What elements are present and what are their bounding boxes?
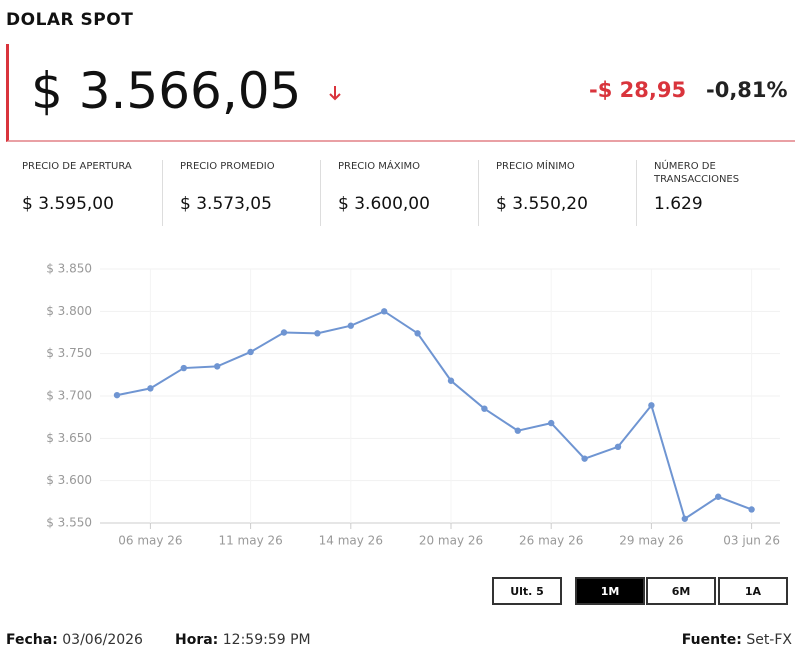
point bbox=[414, 330, 421, 337]
price-box: $ 3.566,05 -$ 28,95 -0,81% bbox=[6, 44, 795, 142]
stat: Precio máximo $ 3.600,00 bbox=[338, 160, 479, 226]
stat: Número de transacciones 1.629 bbox=[654, 160, 794, 226]
stat-value: $ 3.600,00 bbox=[338, 194, 430, 214]
change: -$ 28,95 bbox=[589, 78, 687, 102]
value: 12:59:59 PM bbox=[222, 632, 311, 648]
point bbox=[481, 405, 488, 412]
x-tick-label: 06 may 26 bbox=[118, 534, 182, 548]
y-tick-label: $ 3.600 bbox=[46, 473, 92, 487]
chart: $ 3.550 $ 3.600 $ 3.650 $ 3.700 $ 3.750 $ 3.8… bbox=[46, 262, 780, 548]
point bbox=[681, 515, 688, 522]
y-tick-label: $ 3.550 bbox=[46, 516, 92, 530]
point bbox=[147, 385, 154, 392]
range-button[interactable]: 1M bbox=[575, 577, 645, 605]
stat: Precio mínimo $ 3.550,20 bbox=[496, 160, 637, 226]
title: DOLAR SPOT bbox=[6, 10, 134, 30]
point bbox=[548, 419, 555, 427]
x-tick-label: 29 may 26 bbox=[619, 534, 683, 548]
stat-label: Precio promedio bbox=[180, 161, 275, 172]
point bbox=[748, 506, 755, 513]
value: 03/06/2026 bbox=[62, 632, 143, 648]
y-tick-label: $ 3.850 bbox=[46, 262, 92, 276]
point bbox=[447, 377, 455, 384]
stat-label: Precio mínimo bbox=[496, 161, 575, 172]
point bbox=[347, 322, 354, 329]
y-tick-label: $ 3.800 bbox=[46, 304, 92, 318]
value: Set-FX bbox=[746, 632, 792, 648]
stat-value: $ 3.573,05 bbox=[180, 194, 272, 214]
y-tick-label: $ 3.750 bbox=[46, 346, 92, 360]
stat-label: Precio máximo bbox=[338, 161, 421, 172]
x-tick-label: 26 may 26 bbox=[519, 534, 583, 548]
stat: Precio de apertura $ 3.595,00 bbox=[22, 160, 163, 226]
stat-label: Número de transacciones bbox=[654, 161, 740, 185]
point bbox=[648, 402, 655, 409]
stat-value: 1.629 bbox=[654, 194, 703, 214]
y-tick-label: $ 3.650 bbox=[46, 431, 92, 445]
stat-value: $ 3.550,20 bbox=[496, 194, 588, 214]
point bbox=[247, 348, 254, 356]
x-tick-label: 11 may 26 bbox=[218, 534, 282, 548]
stat-label: Precio de apertura bbox=[22, 161, 132, 172]
point bbox=[214, 363, 221, 370]
range-button[interactable]: 6M bbox=[646, 577, 716, 605]
change-pct: -0,81% bbox=[706, 78, 788, 102]
point bbox=[314, 330, 321, 337]
footer-date: Fecha: 03/06/2026 bbox=[6, 632, 143, 648]
label: Fecha: bbox=[6, 632, 58, 648]
stat: Precio promedio $ 3.573,05 bbox=[180, 160, 321, 226]
footer-time: Hora: 12:59:59 PM bbox=[175, 632, 311, 648]
x-tick-label: 14 may 26 bbox=[319, 534, 383, 548]
point bbox=[614, 443, 622, 450]
range-button[interactable]: Ult. 5 bbox=[492, 577, 562, 605]
point bbox=[113, 391, 121, 399]
point bbox=[581, 455, 588, 462]
point bbox=[381, 308, 388, 315]
down-arrow bbox=[329, 86, 341, 101]
x-tick-label: 20 may 26 bbox=[419, 534, 483, 548]
point bbox=[280, 329, 288, 336]
stat-value: $ 3.595,00 bbox=[22, 194, 114, 214]
point bbox=[715, 493, 722, 500]
label: Fuente: bbox=[681, 632, 742, 648]
price-line bbox=[116, 310, 752, 521]
label: Hora: bbox=[175, 632, 219, 648]
point bbox=[180, 364, 187, 372]
x-tick-label: 03 jun 26 bbox=[723, 534, 780, 548]
y-tick-label: $ 3.700 bbox=[46, 389, 92, 403]
footer-source: Fuente: Set-FX bbox=[682, 632, 792, 648]
range-button[interactable]: 1A bbox=[718, 577, 788, 605]
point bbox=[514, 427, 521, 434]
price: $ 3.566,05 bbox=[31, 62, 302, 120]
